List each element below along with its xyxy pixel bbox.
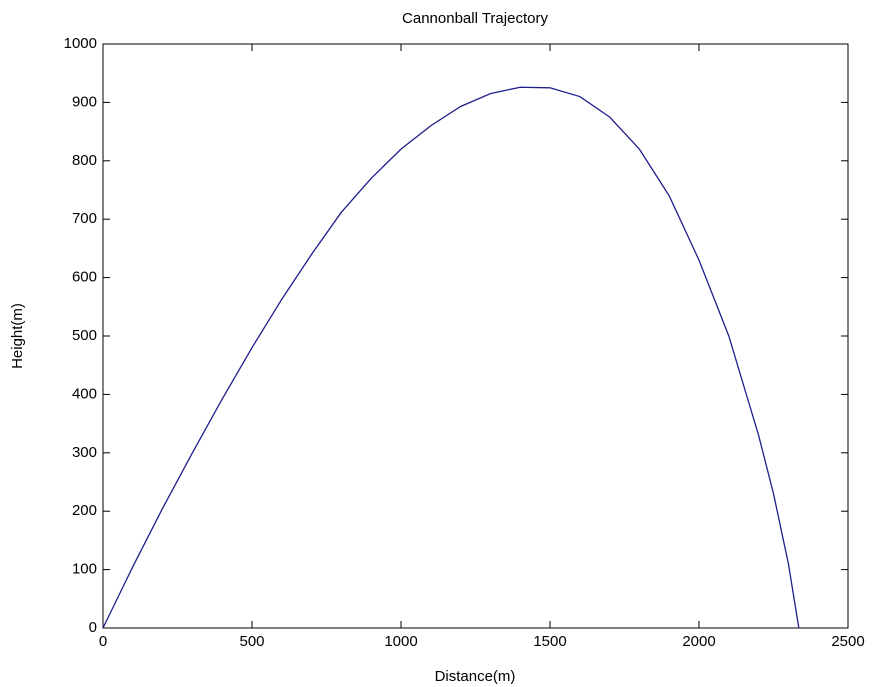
y-tick-label: 900: [72, 93, 97, 110]
x-tick-label: 500: [239, 633, 264, 650]
x-tick-label: 2000: [682, 633, 715, 650]
x-tick-label: 1000: [384, 633, 417, 650]
y-tick-label: 500: [72, 327, 97, 344]
chart-title: Cannonball Trajectory: [402, 10, 548, 27]
y-tick-label: 700: [72, 210, 97, 227]
x-axis-label: Distance(m): [435, 668, 516, 685]
trajectory-line: [102, 86, 800, 629]
x-tick-label: 2500: [831, 633, 864, 650]
y-tick-label: 300: [72, 444, 97, 461]
y-tick-label: 600: [72, 269, 97, 286]
y-axis-label: Height(m): [9, 303, 26, 369]
x-tick-label: 0: [99, 633, 107, 650]
y-tick-label: 800: [72, 152, 97, 169]
y-tick-label: 1000: [64, 35, 97, 52]
y-tick-label: 200: [72, 502, 97, 519]
plot-frame: [102, 43, 849, 629]
x-tick-label: 1500: [533, 633, 566, 650]
y-tick-label: 0: [89, 619, 97, 636]
y-tick-label: 400: [72, 385, 97, 402]
y-tick-label: 100: [72, 561, 97, 578]
